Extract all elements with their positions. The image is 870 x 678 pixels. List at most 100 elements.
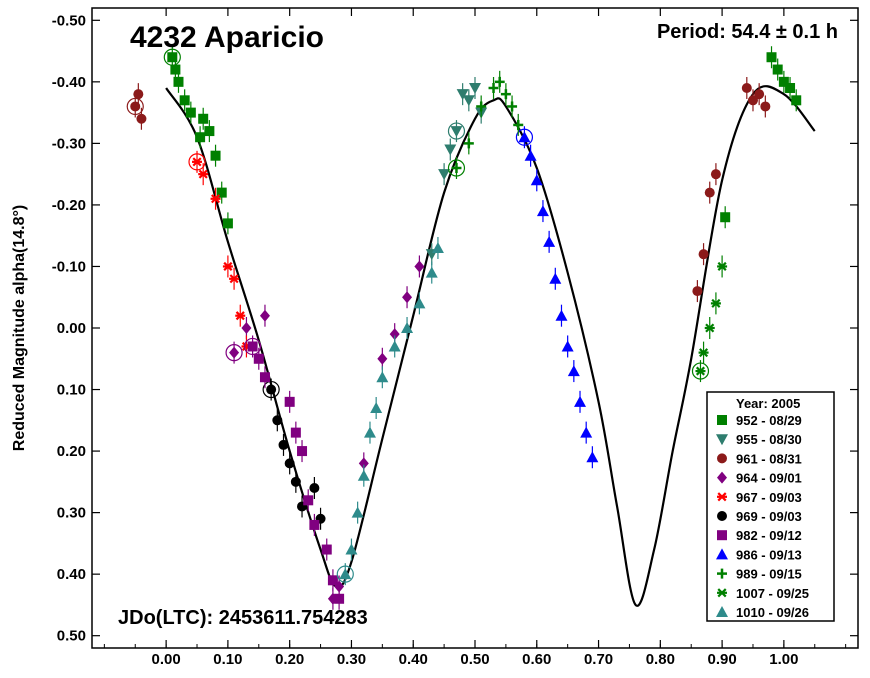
- series-start-marker: [515, 128, 534, 146]
- legend-entry-label: 964 - 09/01: [736, 471, 802, 486]
- data-point: [507, 101, 518, 112]
- data-point: [370, 402, 383, 413]
- data-point: [402, 291, 413, 304]
- y-tick-label: 0.50: [57, 628, 86, 645]
- data-point: [456, 89, 469, 101]
- data-point: [530, 174, 543, 186]
- data-point: [198, 169, 209, 179]
- data-point: [136, 113, 147, 124]
- legend-marker: [716, 548, 728, 560]
- legend-marker: [717, 530, 727, 541]
- data-point: [229, 346, 240, 359]
- data-point: [692, 286, 703, 297]
- data-point: [704, 323, 715, 333]
- data-point: [278, 439, 289, 450]
- data-point: [567, 365, 580, 377]
- legend-marker: [717, 415, 727, 425]
- data-point: [133, 89, 144, 100]
- y-tick-label: 0.30: [57, 505, 86, 522]
- data-point: [710, 169, 721, 180]
- data-point: [377, 352, 388, 365]
- data-point: [741, 83, 752, 93]
- data-point: [259, 372, 270, 383]
- data-point: [339, 568, 352, 580]
- data-point: [309, 483, 320, 493]
- legend-entry-label: 982 - 09/12: [736, 528, 802, 543]
- data-point: [754, 89, 765, 100]
- x-tick-label: 0.40: [399, 651, 428, 668]
- legend-entry-label: 967 - 09/03: [736, 490, 802, 505]
- data-point: [259, 309, 270, 322]
- data-point: [785, 83, 796, 93]
- data-point: [179, 95, 190, 106]
- data-point: [444, 144, 457, 156]
- legend-entry-label: 986 - 09/13: [736, 547, 802, 562]
- data-point: [717, 261, 728, 271]
- data-point: [710, 298, 721, 308]
- legend-marker: [717, 453, 727, 464]
- data-point: [210, 194, 221, 204]
- data-point: [358, 457, 369, 470]
- data-point: [695, 366, 706, 376]
- data-point: [494, 76, 505, 87]
- legend-marker: [717, 588, 727, 598]
- data-point: [425, 266, 438, 278]
- data-point: [229, 274, 240, 284]
- data-point: [321, 544, 332, 555]
- data-point: [173, 76, 184, 87]
- data-point: [586, 451, 599, 463]
- data-point: [247, 341, 258, 352]
- data-point: [241, 322, 252, 334]
- data-point: [704, 187, 715, 198]
- data-point: [222, 218, 233, 229]
- x-tick-label: 0.30: [337, 651, 366, 668]
- data-point: [500, 89, 511, 100]
- series-start-marker: [244, 337, 262, 356]
- y-tick-label: -0.50: [52, 12, 86, 29]
- data-point: [297, 446, 308, 457]
- series-start-marker: [447, 159, 466, 177]
- period-label: Period: 54.4 ± 0.1 h: [657, 21, 838, 43]
- legend-entry-label: 969 - 09/03: [736, 509, 802, 524]
- legend-entry-label: 952 - 08/29: [736, 413, 802, 428]
- data-point: [357, 469, 370, 481]
- data-point: [389, 328, 400, 341]
- data-point: [192, 157, 203, 167]
- data-point: [555, 309, 568, 321]
- legend-marker: [717, 492, 727, 502]
- data-point: [345, 543, 358, 555]
- data-point: [431, 242, 444, 253]
- data-point: [760, 101, 771, 112]
- data-point: [720, 212, 731, 223]
- legend-marker: [716, 606, 728, 617]
- data-point: [524, 149, 537, 161]
- y-tick-label: -0.30: [52, 135, 86, 152]
- x-tick-label: 0.70: [584, 651, 613, 668]
- data-point: [284, 396, 295, 407]
- data-point: [351, 506, 364, 518]
- data-point: [518, 131, 531, 143]
- data-point: [401, 322, 414, 333]
- y-tick-label: 0.20: [57, 443, 86, 460]
- data-point: [463, 138, 474, 149]
- data-point: [216, 187, 227, 198]
- data-point: [334, 593, 345, 604]
- data-point: [778, 76, 789, 87]
- series-start-marker: [336, 565, 354, 583]
- x-tick-label: 1.00: [769, 651, 798, 668]
- data-point: [376, 371, 389, 383]
- data-point: [253, 353, 264, 364]
- data-point: [388, 340, 401, 352]
- y-tick-label: -0.10: [52, 258, 86, 275]
- legend-marker: [717, 568, 727, 579]
- fit-curve-layer: [165, 85, 816, 607]
- x-tick-label: 0.60: [522, 651, 551, 668]
- legend-entry-label: 955 - 08/30: [736, 432, 802, 447]
- x-tick-label: 0.10: [213, 651, 242, 668]
- data-point: [195, 132, 206, 143]
- data-point: [309, 519, 320, 530]
- legend-title: Year: 2005: [736, 396, 800, 411]
- data-point: [698, 348, 709, 358]
- data-point: [476, 101, 487, 112]
- y-tick-label: -0.40: [52, 74, 86, 91]
